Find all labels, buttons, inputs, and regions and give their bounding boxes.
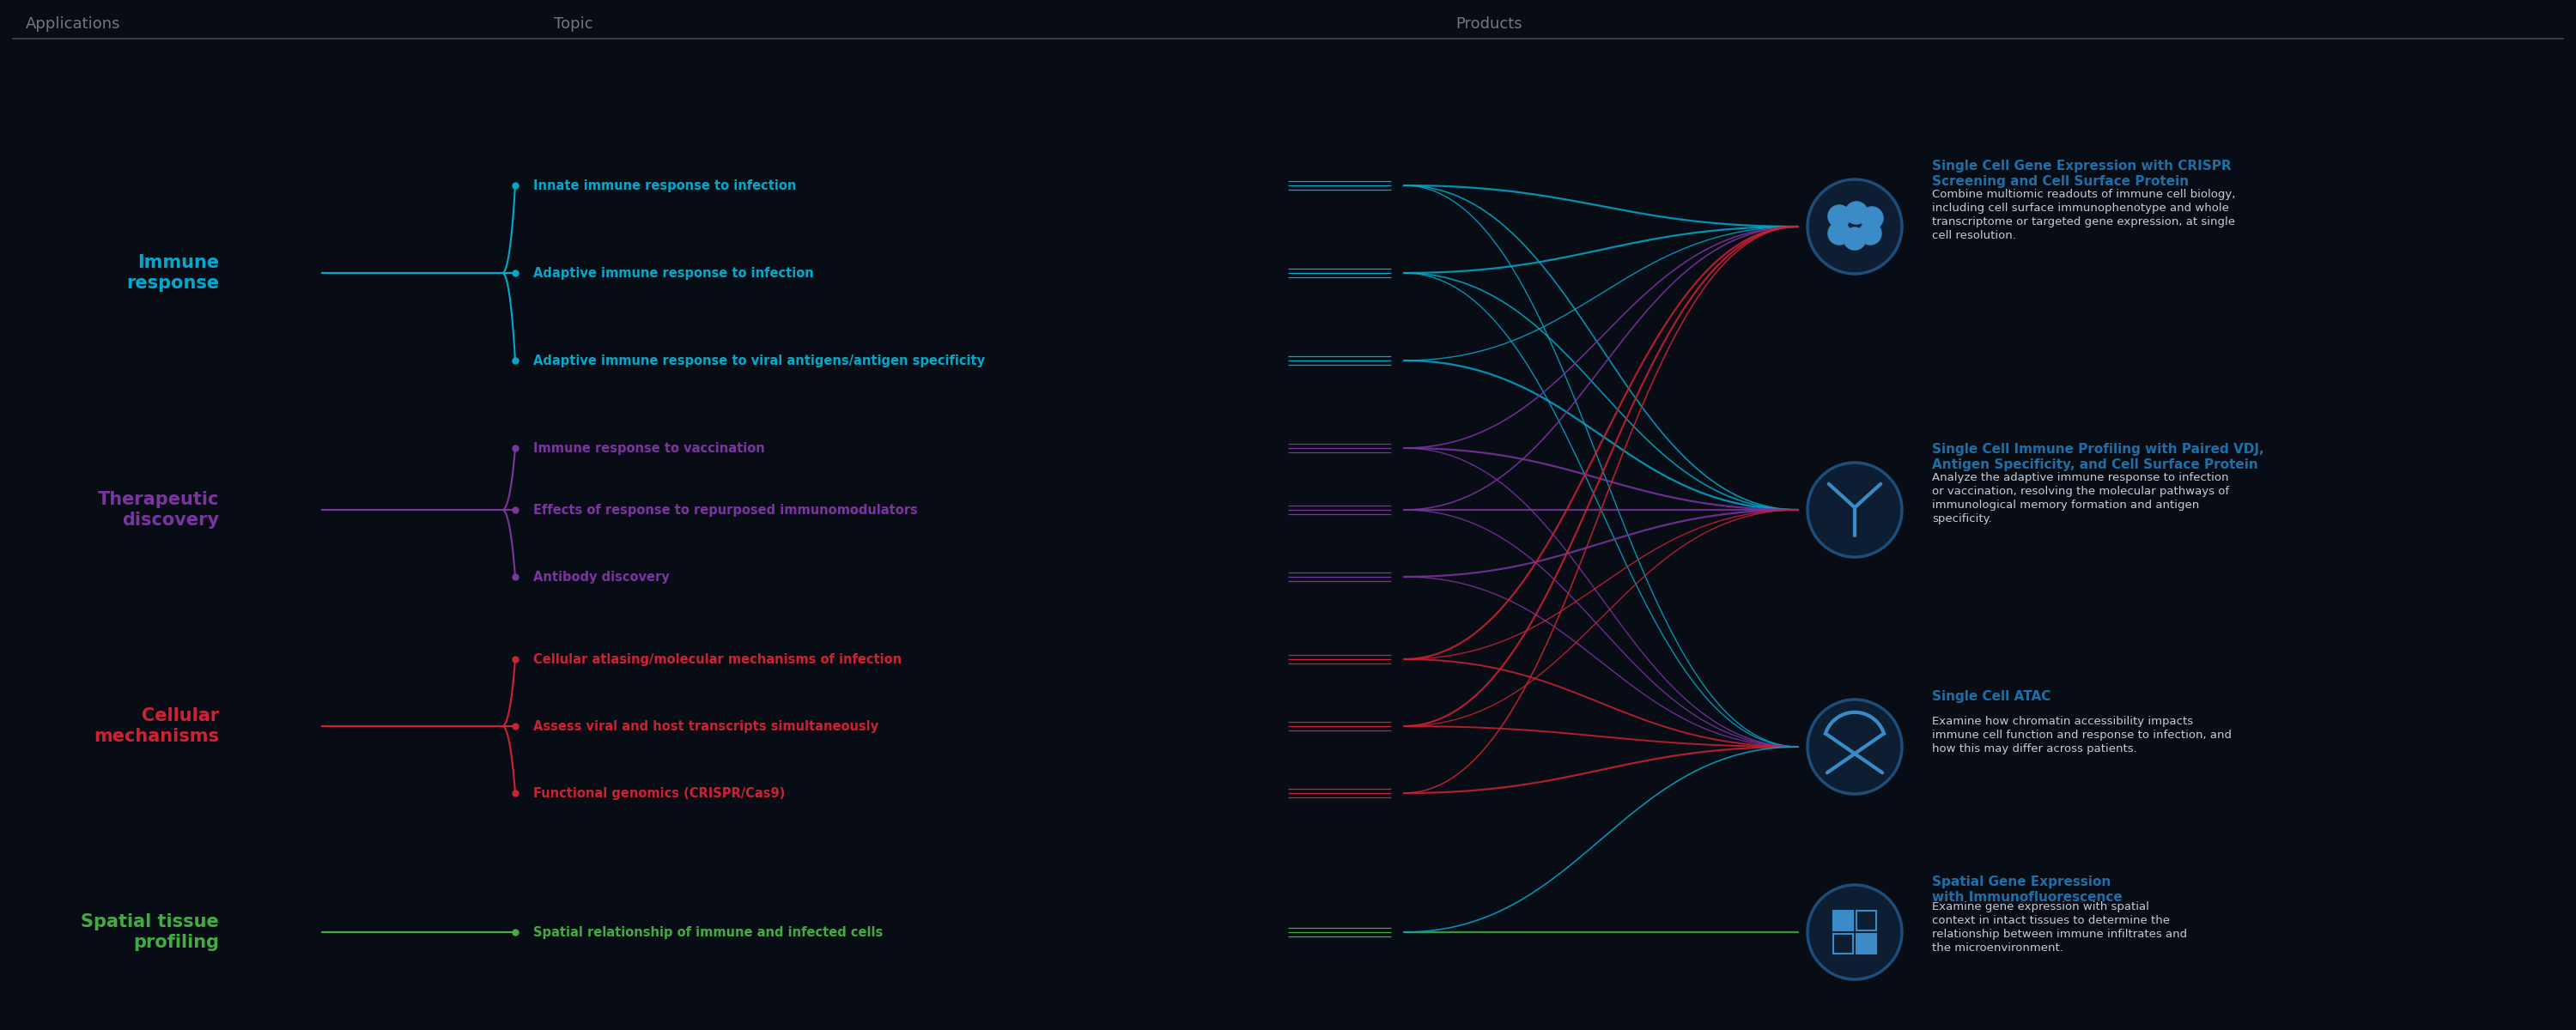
Text: Single Cell ATAC: Single Cell ATAC bbox=[1932, 690, 2050, 702]
Ellipse shape bbox=[1808, 699, 1901, 794]
Text: Combine multiomic readouts of immune cell biology,
including cell surface immuno: Combine multiomic readouts of immune cel… bbox=[1932, 188, 2236, 241]
Text: Products: Products bbox=[1455, 16, 1522, 32]
Text: Cellular
mechanisms: Cellular mechanisms bbox=[93, 708, 219, 745]
Text: Adaptive immune response to infection: Adaptive immune response to infection bbox=[533, 267, 814, 279]
Text: Immune response to vaccination: Immune response to vaccination bbox=[533, 442, 765, 454]
Ellipse shape bbox=[1826, 221, 1852, 245]
Text: Antibody discovery: Antibody discovery bbox=[533, 571, 670, 583]
FancyBboxPatch shape bbox=[1857, 933, 1875, 954]
Text: Effects of response to repurposed immunomodulators: Effects of response to repurposed immuno… bbox=[533, 504, 917, 516]
FancyBboxPatch shape bbox=[1857, 911, 1875, 931]
Text: Spatial relationship of immune and infected cells: Spatial relationship of immune and infec… bbox=[533, 926, 884, 938]
Text: Analyze the adaptive immune response to infection
or vaccination, resolving the : Analyze the adaptive immune response to … bbox=[1932, 472, 2228, 524]
Ellipse shape bbox=[1844, 201, 1868, 225]
FancyBboxPatch shape bbox=[1834, 911, 1852, 931]
Ellipse shape bbox=[1808, 462, 1901, 557]
Text: Assess viral and host transcripts simultaneously: Assess viral and host transcripts simult… bbox=[533, 720, 878, 732]
Ellipse shape bbox=[1808, 885, 1901, 980]
Ellipse shape bbox=[1857, 221, 1883, 245]
Ellipse shape bbox=[1860, 206, 1883, 230]
Text: Single Cell Immune Profiling with Paired VDJ,
Antigen Specificity, and Cell Surf: Single Cell Immune Profiling with Paired… bbox=[1932, 443, 2264, 471]
Text: Topic: Topic bbox=[554, 16, 592, 32]
Ellipse shape bbox=[1842, 227, 1868, 250]
Text: Spatial tissue
profiling: Spatial tissue profiling bbox=[80, 914, 219, 951]
Text: Immune
response: Immune response bbox=[126, 254, 219, 291]
Text: Spatial Gene Expression
with Immunofluorescence: Spatial Gene Expression with Immunofluor… bbox=[1932, 876, 2123, 904]
Text: Cellular atlasing/molecular mechanisms of infection: Cellular atlasing/molecular mechanisms o… bbox=[533, 653, 902, 665]
Text: Adaptive immune response to viral antigens/antigen specificity: Adaptive immune response to viral antige… bbox=[533, 354, 984, 367]
Text: Examine how chromatin accessibility impacts
immune cell function and response to: Examine how chromatin accessibility impa… bbox=[1932, 716, 2231, 754]
FancyBboxPatch shape bbox=[1834, 933, 1852, 954]
Text: Innate immune response to infection: Innate immune response to infection bbox=[533, 179, 796, 192]
Ellipse shape bbox=[1808, 179, 1901, 274]
Text: Examine gene expression with spatial
context in intact tissues to determine the
: Examine gene expression with spatial con… bbox=[1932, 901, 2187, 954]
Ellipse shape bbox=[1826, 205, 1852, 228]
Text: Single Cell Gene Expression with CRISPR
Screening and Cell Surface Protein: Single Cell Gene Expression with CRISPR … bbox=[1932, 160, 2231, 187]
Text: Functional genomics (CRISPR/Cas9): Functional genomics (CRISPR/Cas9) bbox=[533, 787, 786, 799]
Text: Therapeutic
discovery: Therapeutic discovery bbox=[98, 491, 219, 528]
Text: Applications: Applications bbox=[26, 16, 121, 32]
